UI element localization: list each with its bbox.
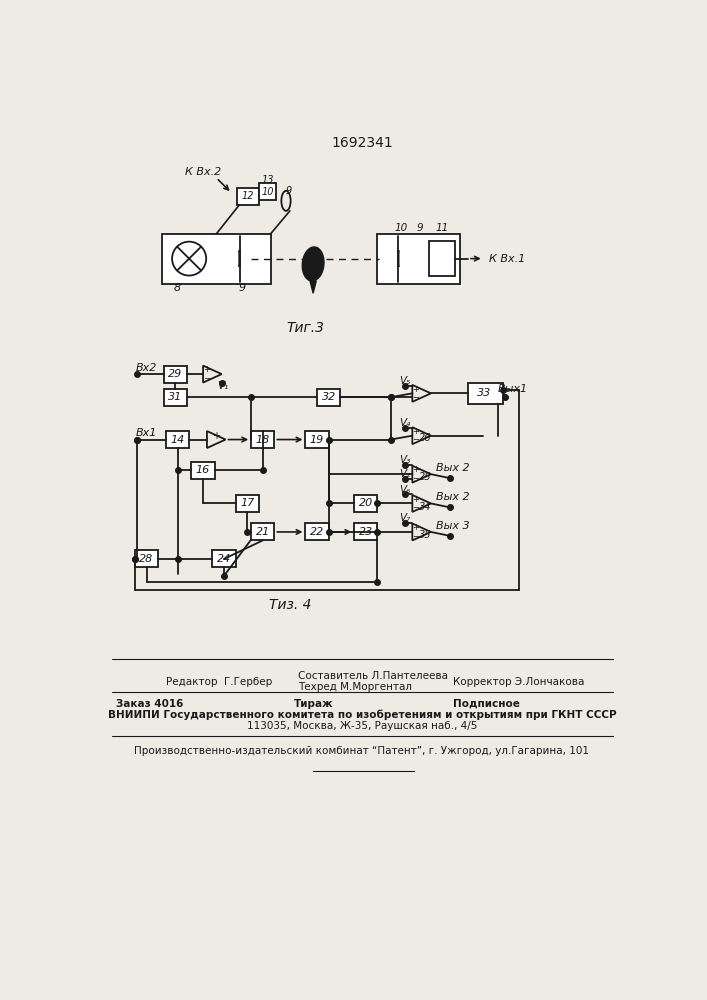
Text: Производственно-издательский комбинат “Патент”, г. Ужгород, ул.Гагарина, 101: Производственно-издательский комбинат “П… bbox=[134, 746, 590, 756]
Text: 14: 14 bbox=[170, 435, 185, 445]
Text: 24: 24 bbox=[217, 554, 231, 564]
Text: 29: 29 bbox=[168, 369, 182, 379]
Text: Вх1: Вх1 bbox=[136, 428, 157, 438]
Text: −: − bbox=[412, 532, 419, 541]
Bar bbox=[163, 366, 187, 383]
Text: 10: 10 bbox=[394, 223, 407, 233]
Text: 113035, Москва, Ж-35, Раушская наб., 4/5: 113035, Москва, Ж-35, Раушская наб., 4/5 bbox=[247, 721, 477, 731]
Text: 13: 13 bbox=[261, 175, 274, 185]
Text: V₂: V₂ bbox=[399, 469, 410, 479]
Text: 31: 31 bbox=[168, 392, 182, 402]
Bar bbox=[317, 389, 340, 406]
Text: 9: 9 bbox=[416, 223, 423, 233]
Text: −: − bbox=[203, 374, 210, 383]
Text: 25: 25 bbox=[419, 472, 432, 482]
Bar bbox=[354, 523, 378, 540]
Text: Вых 2: Вых 2 bbox=[436, 492, 469, 502]
Bar bbox=[212, 550, 235, 567]
Bar bbox=[378, 234, 460, 284]
Bar bbox=[251, 431, 274, 448]
Bar bbox=[235, 495, 259, 512]
Bar bbox=[429, 241, 455, 276]
Text: −: − bbox=[412, 503, 419, 512]
Text: V₃: V₃ bbox=[399, 455, 410, 465]
Text: 20: 20 bbox=[358, 498, 373, 508]
Text: Τиг.3: Τиг.3 bbox=[286, 321, 325, 335]
Text: +: + bbox=[412, 465, 419, 474]
Text: Вых 3: Вых 3 bbox=[436, 521, 469, 531]
Text: К Вх.1: К Вх.1 bbox=[489, 254, 525, 264]
Text: 21: 21 bbox=[256, 527, 270, 537]
Text: 11: 11 bbox=[435, 223, 448, 233]
Bar bbox=[163, 389, 187, 406]
Text: V₅: V₅ bbox=[399, 376, 410, 386]
Text: +: + bbox=[412, 427, 419, 436]
Text: Вых 2: Вых 2 bbox=[436, 463, 469, 473]
Text: Техред М.Моргентал: Техред М.Моргентал bbox=[298, 682, 411, 692]
Bar bbox=[192, 462, 215, 479]
Bar bbox=[305, 431, 329, 448]
Text: 12: 12 bbox=[242, 191, 255, 201]
Text: 26: 26 bbox=[419, 433, 432, 443]
Text: −: − bbox=[412, 474, 419, 483]
Bar bbox=[259, 183, 276, 200]
Text: 22: 22 bbox=[310, 527, 324, 537]
Text: 28: 28 bbox=[139, 554, 153, 564]
Bar bbox=[468, 383, 503, 404]
Bar bbox=[305, 523, 329, 540]
Text: V₇: V₇ bbox=[399, 513, 410, 523]
Text: V₆: V₆ bbox=[399, 485, 410, 495]
Text: V₁: V₁ bbox=[218, 381, 229, 391]
Text: +: + bbox=[412, 385, 419, 394]
Text: ВНИИПИ Государственного комитета по изобретениям и открытиям при ГКНТ СССР: ВНИИПИ Государственного комитета по изоб… bbox=[107, 710, 617, 720]
Bar bbox=[135, 550, 158, 567]
Text: +: + bbox=[212, 431, 221, 441]
Text: Заказ 4016: Заказ 4016 bbox=[115, 699, 183, 709]
Text: Корректор Э.Лончакова: Корректор Э.Лончакова bbox=[452, 677, 584, 687]
Bar bbox=[237, 188, 259, 205]
Text: 34: 34 bbox=[419, 502, 432, 512]
Text: 17: 17 bbox=[240, 498, 255, 508]
Text: Τиз. 4: Τиз. 4 bbox=[269, 598, 311, 612]
Text: Вх2: Вх2 bbox=[136, 363, 157, 373]
Text: 35: 35 bbox=[419, 530, 432, 540]
Bar bbox=[354, 495, 378, 512]
Text: −: − bbox=[412, 393, 419, 402]
Text: Подписное: Подписное bbox=[452, 699, 520, 709]
Text: Редактор  Г.Гербер: Редактор Г.Гербер bbox=[166, 677, 272, 687]
Text: 32: 32 bbox=[322, 392, 336, 402]
Text: 23: 23 bbox=[358, 527, 373, 537]
Bar bbox=[251, 523, 274, 540]
Text: 9: 9 bbox=[285, 186, 291, 196]
Text: 1692341: 1692341 bbox=[331, 136, 393, 150]
Text: +: + bbox=[412, 523, 419, 532]
Text: Тираж: Тираж bbox=[293, 699, 333, 709]
Text: Вых1: Вых1 bbox=[498, 384, 528, 394]
Bar bbox=[166, 431, 189, 448]
Bar bbox=[162, 234, 271, 284]
Text: Составитель Л.Пантелеева: Составитель Л.Пантелеева bbox=[298, 671, 448, 681]
Text: 9: 9 bbox=[238, 283, 245, 293]
Text: К Вх.2: К Вх.2 bbox=[185, 167, 221, 177]
Text: −: − bbox=[412, 435, 419, 444]
Text: 19: 19 bbox=[310, 435, 324, 445]
Text: 33: 33 bbox=[477, 388, 491, 398]
Text: 8: 8 bbox=[174, 283, 181, 293]
Polygon shape bbox=[303, 247, 324, 281]
Text: +: + bbox=[412, 495, 419, 504]
Text: 10: 10 bbox=[261, 187, 274, 197]
Text: 16: 16 bbox=[196, 465, 210, 475]
Text: +: + bbox=[203, 365, 209, 374]
Text: 18: 18 bbox=[256, 435, 270, 445]
Text: V₄: V₄ bbox=[399, 418, 410, 428]
Polygon shape bbox=[310, 281, 316, 293]
